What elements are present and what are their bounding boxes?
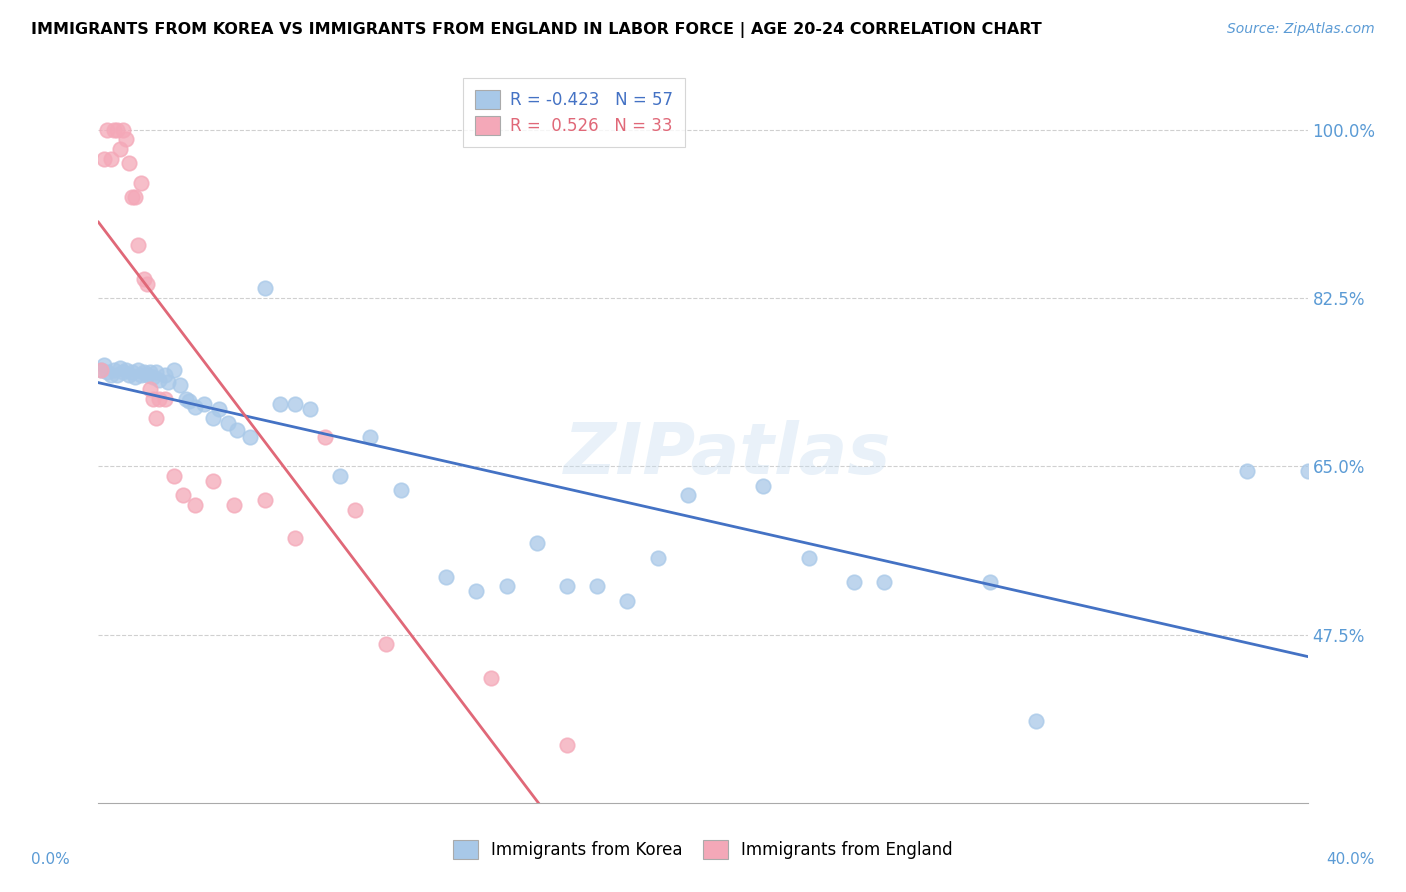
Point [114,363,136,377]
Point [179,393,201,408]
Point [253,281,276,295]
Point [93,152,115,166]
Text: 40.0%: 40.0% [1327,852,1375,867]
Point [1024,714,1046,728]
Text: IMMIGRANTS FROM KOREA VS IMMIGRANTS FROM ENGLAND IN LABOR FORCE | AGE 20-24 CORR: IMMIGRANTS FROM KOREA VS IMMIGRANTS FROM… [31,22,1042,38]
Point [184,400,207,414]
Point [226,423,249,437]
Point [616,594,638,608]
Point [239,430,262,444]
Point [118,368,141,382]
Point [676,488,699,502]
Point [797,550,820,565]
Point [314,430,336,444]
Point [269,397,291,411]
Point [129,176,152,190]
Point [139,382,162,396]
Point [118,156,141,170]
Point [389,483,412,498]
Point [108,142,131,156]
Point [93,359,115,373]
Point [135,368,157,382]
Point [555,579,578,593]
Point [148,392,170,406]
Point [434,570,457,584]
Point [174,392,197,406]
Point [752,478,775,492]
Point [193,397,215,411]
Point [284,532,307,546]
Point [208,401,231,416]
Point [465,584,488,599]
Point [132,272,155,286]
Point [202,474,225,488]
Point [1296,464,1319,478]
Point [481,671,503,685]
Point [111,122,134,136]
Point [96,122,118,136]
Point [184,498,207,512]
Point [253,492,276,507]
Point [103,363,125,377]
Point [156,375,179,389]
Point [163,469,186,483]
Point [127,363,149,377]
Point [344,502,367,516]
Point [114,132,136,146]
Point [132,365,155,379]
Point [105,122,128,136]
Point [172,488,194,502]
Point [647,550,669,565]
Point [555,738,578,752]
Point [145,411,167,425]
Text: 0.0%: 0.0% [31,852,70,867]
Point [202,411,225,425]
Legend: R = -0.423   N = 57, R =  0.526   N = 33: R = -0.423 N = 57, R = 0.526 N = 33 [464,78,685,146]
Point [526,536,548,550]
Point [374,637,396,651]
Point [979,574,1001,589]
Point [108,361,131,376]
Point [1236,464,1258,478]
Point [111,365,134,379]
Point [127,238,149,252]
Point [169,377,191,392]
Point [90,363,112,377]
Point [360,430,382,444]
Point [96,365,118,379]
Point [100,152,122,166]
Point [586,579,609,593]
Point [124,190,146,204]
Point [142,392,165,406]
Text: ZIPatlas: ZIPatlas [564,420,891,490]
Point [121,190,143,204]
Point [873,574,896,589]
Point [217,416,239,430]
Point [135,277,157,291]
Point [103,122,125,136]
Point [139,365,162,379]
Point [145,365,167,379]
Point [121,365,143,379]
Point [153,368,176,382]
Point [100,368,122,382]
Point [153,392,176,406]
Point [129,368,152,382]
Legend: Immigrants from Korea, Immigrants from England: Immigrants from Korea, Immigrants from E… [444,831,962,868]
Point [148,373,170,387]
Point [284,397,307,411]
Point [142,369,165,384]
Point [224,498,246,512]
Point [844,574,866,589]
Point [105,368,128,382]
Point [124,369,146,384]
Point [329,469,352,483]
Text: Source: ZipAtlas.com: Source: ZipAtlas.com [1227,22,1375,37]
Point [299,401,322,416]
Point [163,363,186,377]
Point [90,363,112,377]
Point [495,579,517,593]
